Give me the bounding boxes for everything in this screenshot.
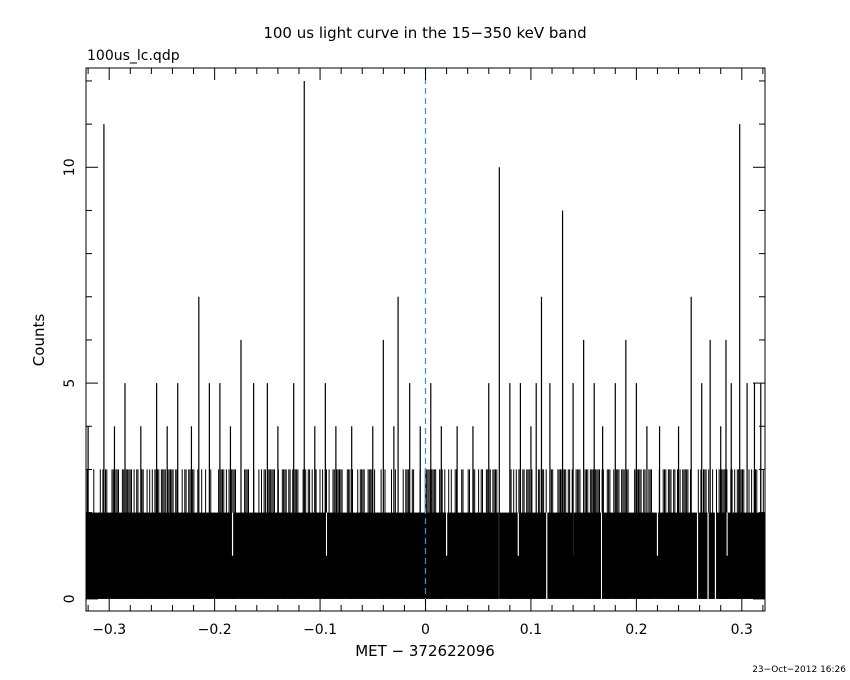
x-tick-label: −0.2 [198,622,232,638]
plot-frame [85,67,766,612]
x-tick-label: −0.3 [92,622,126,638]
y-tick-label: 10 [62,158,78,176]
x-axis-label: MET − 372622096 [355,642,495,660]
x-tick-label: −0.1 [303,622,337,638]
y-tick-label: 5 [62,379,78,388]
chart-title: 100 us light curve in the 15−350 keV ban… [263,24,586,42]
plot-area [86,68,765,611]
x-tick-label: 0 [421,622,430,638]
y-axis-label: Counts [30,314,48,367]
x-tick-label: 0.3 [731,622,753,638]
y-axis-ticks: 0 5 10 [62,80,765,603]
file-label: 100us_lc.qdp [87,48,180,64]
x-axis-ticks: −0.3 −0.2 −0.1 0 0.1 0.2 0.3 [87,68,764,638]
y-tick-label: 0 [62,594,78,603]
x-tick-label: 0.2 [625,622,647,638]
timestamp: 23−Oct−2012 16:26 [752,665,846,675]
x-tick-label: 0.1 [520,622,542,638]
